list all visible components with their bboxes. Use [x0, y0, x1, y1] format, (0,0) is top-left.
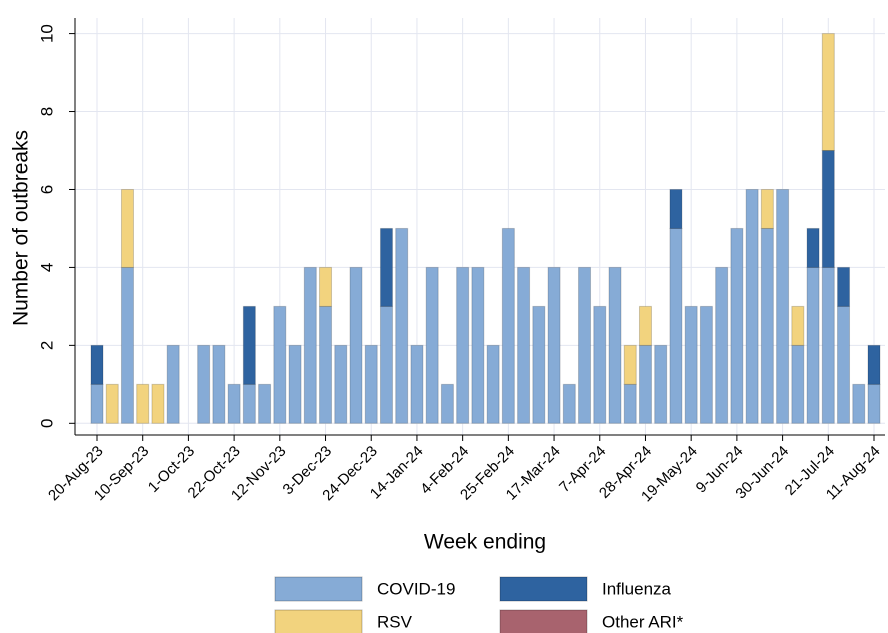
- bar-segment: [456, 266, 470, 424]
- bar-segment: [837, 305, 851, 424]
- y-tick-label: 0: [37, 419, 56, 428]
- bar-segment: [471, 266, 485, 424]
- bar-segment: [440, 383, 454, 424]
- bar-segment: [791, 344, 805, 424]
- bar-segment: [227, 383, 241, 424]
- bar-segment: [608, 266, 622, 424]
- bar-segment: [562, 383, 576, 424]
- y-axis-title: Number of outbreaks: [10, 130, 33, 326]
- x-axis-title: Week ending: [424, 531, 546, 554]
- legend-label: Other ARI*: [602, 612, 684, 631]
- y-tick-label: 2: [37, 341, 56, 350]
- bar-segment: [806, 266, 820, 424]
- bar-segment: [532, 305, 546, 424]
- bar-segment: [654, 344, 668, 424]
- bar-segment: [410, 344, 424, 424]
- bar-segment: [578, 266, 592, 424]
- bar-segment: [120, 188, 134, 268]
- legend-swatch: [274, 576, 363, 602]
- bar-segment: [151, 383, 165, 424]
- bar-segment: [852, 383, 866, 424]
- bar-segment: [242, 383, 256, 424]
- y-tick-label: 8: [37, 107, 56, 116]
- bar-segment: [623, 344, 637, 385]
- bar-segment: [821, 266, 835, 424]
- bar-segment: [90, 344, 104, 385]
- legend-label: RSV: [377, 612, 413, 631]
- legend-label: COVID-19: [377, 579, 455, 598]
- bar-segment: [166, 344, 180, 424]
- bar-segment: [425, 266, 439, 424]
- bar-segment: [334, 344, 348, 424]
- bar-segment: [837, 266, 851, 307]
- bar-segment: [547, 266, 561, 424]
- bar-segment: [730, 227, 744, 424]
- bar-segment: [349, 266, 363, 424]
- bar-segment: [593, 305, 607, 424]
- y-tick-label: 6: [37, 185, 56, 194]
- bar-segment: [699, 305, 713, 424]
- bar-segment: [669, 227, 683, 424]
- bar-segment: [501, 227, 515, 424]
- bar-segment: [136, 383, 150, 424]
- bar-segment: [319, 305, 333, 424]
- bar-segment: [623, 383, 637, 424]
- bar-segment: [379, 227, 393, 307]
- bar-segment: [821, 150, 835, 268]
- bar-segment: [745, 188, 759, 424]
- legend-swatch: [499, 576, 588, 602]
- bar-segment: [105, 383, 119, 424]
- bar-segment: [273, 305, 287, 424]
- bar-segment: [303, 266, 317, 424]
- legend-swatch: [274, 609, 363, 633]
- y-tick-label: 10: [37, 24, 56, 43]
- bar-segment: [319, 266, 333, 307]
- bar-segment: [715, 266, 729, 424]
- y-tick-label: 4: [37, 263, 56, 272]
- bar-segment: [638, 305, 652, 346]
- bar-segment: [90, 383, 104, 424]
- bar-segment: [760, 188, 774, 229]
- bar-segment: [395, 227, 409, 424]
- legend-label: Influenza: [602, 579, 672, 598]
- bar-segment: [760, 227, 774, 424]
- bar-segment: [791, 305, 805, 346]
- bar-segment: [197, 344, 211, 424]
- bar-segment: [776, 188, 790, 424]
- bar-segment: [806, 227, 820, 268]
- bar-segment: [212, 344, 226, 424]
- bar-segment: [120, 266, 134, 424]
- bar-segment: [379, 305, 393, 424]
- bar-segment: [638, 344, 652, 424]
- bar-segment: [517, 266, 531, 424]
- bar-segment: [867, 344, 881, 385]
- bar-segment: [242, 305, 256, 385]
- bar-segment: [821, 33, 835, 152]
- bar-segment: [486, 344, 500, 424]
- legend-swatch: [499, 609, 588, 633]
- bar-segment: [867, 383, 881, 424]
- bar-segment: [669, 188, 683, 229]
- bar-segment: [684, 305, 698, 424]
- bar-segment: [364, 344, 378, 424]
- bar-segment: [258, 383, 272, 424]
- bar-segment: [288, 344, 302, 424]
